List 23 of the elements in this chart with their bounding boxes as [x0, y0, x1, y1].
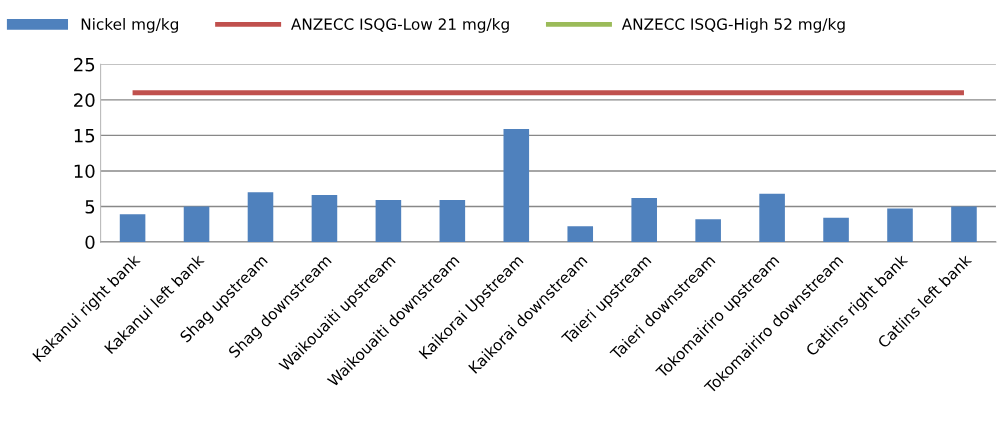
bar — [119, 214, 146, 242]
bar — [951, 206, 977, 242]
legend-label: Nickel mg/kg — [81, 18, 178, 33]
bar — [183, 206, 210, 242]
bar — [567, 226, 594, 242]
y-tick-label: 15 — [74, 129, 95, 143]
bar — [887, 208, 913, 242]
bar — [631, 197, 657, 242]
bar — [503, 129, 530, 242]
bar — [759, 193, 785, 242]
bar — [375, 200, 402, 242]
y-tick-label: 20 — [74, 93, 95, 108]
bar — [695, 219, 721, 242]
y-tick-label: 25 — [74, 57, 95, 72]
bar — [439, 200, 466, 242]
y-tick-label: 5 — [85, 200, 95, 214]
bar — [823, 217, 849, 242]
bar — [311, 195, 338, 242]
bar — [247, 192, 274, 242]
y-tick-label: 0 — [85, 235, 95, 250]
legend-label: ANZECC ISQG-Low 21 mg/kg — [291, 18, 509, 33]
legend-label: ANZECC ISQG-High 52 mg/kg — [621, 18, 845, 33]
y-tick-label: 10 — [74, 164, 95, 179]
